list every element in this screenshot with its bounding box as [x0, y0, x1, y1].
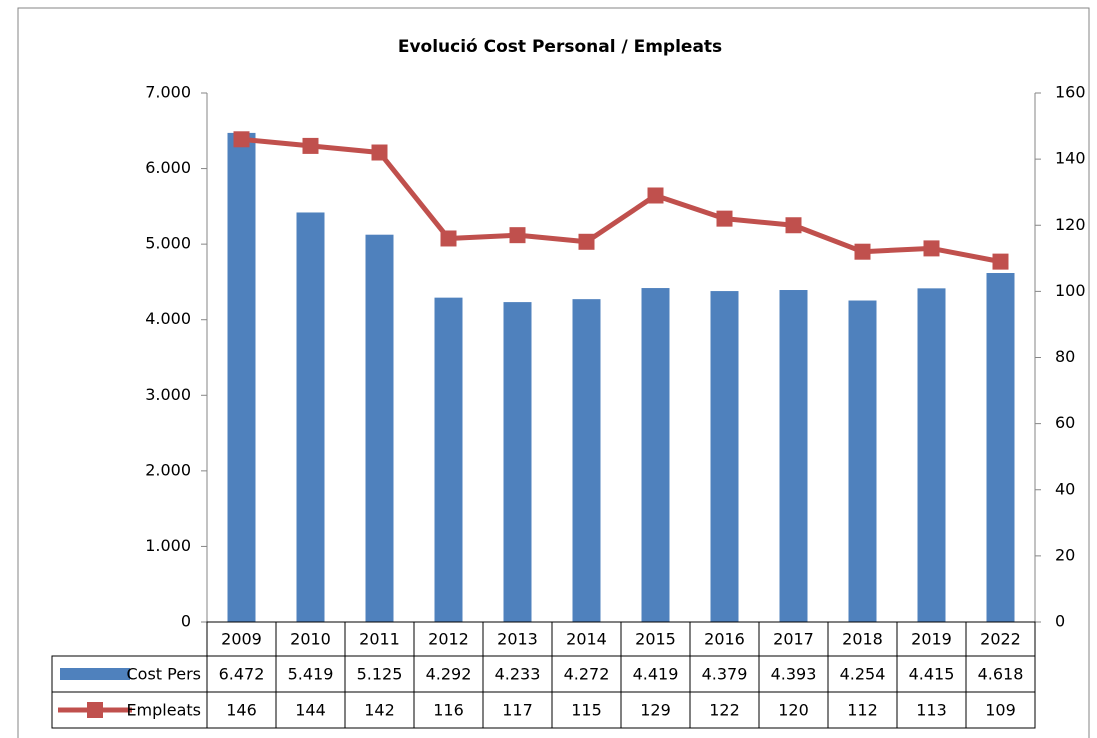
table-value: 122	[709, 701, 740, 720]
y-tick-label: 7.000	[145, 83, 191, 102]
table-value: 4.618	[978, 665, 1024, 684]
y-tick-label: 1.000	[145, 536, 191, 555]
y2-tick-label: 120	[1055, 215, 1086, 234]
y2-tick-label: 0	[1055, 612, 1065, 631]
x-tick-label: 2011	[359, 630, 400, 649]
y-tick-label: 2.000	[145, 460, 191, 479]
bar	[572, 299, 601, 622]
bar	[434, 297, 463, 622]
x-tick-label: 2015	[635, 630, 676, 649]
table-value: 4.419	[633, 665, 679, 684]
marker	[509, 227, 526, 244]
y-tick-label: 4.000	[145, 309, 191, 328]
table-value: 112	[847, 701, 878, 720]
x-tick-label: 2010	[290, 630, 331, 649]
bar	[227, 132, 256, 622]
x-tick-label: 2013	[497, 630, 538, 649]
x-tick-label: 2009	[221, 630, 262, 649]
bar	[986, 273, 1015, 622]
y2-tick-label: 100	[1055, 281, 1086, 300]
x-tick-label: 2018	[842, 630, 883, 649]
marker	[302, 137, 319, 154]
y2-tick-label: 40	[1055, 479, 1075, 498]
y-tick-label: 0	[181, 612, 191, 631]
table-cell	[51, 691, 208, 729]
table-value: 146	[226, 701, 257, 720]
marker	[923, 240, 940, 257]
y-tick-label: 5.000	[145, 234, 191, 253]
chart-title: Evolució Cost Personal / Empleats	[398, 37, 722, 57]
bar	[503, 302, 532, 622]
chart-frame	[17, 7, 1090, 738]
y2-tick-label: 80	[1055, 347, 1075, 366]
bar	[365, 234, 394, 623]
table-value: 4.415	[909, 665, 955, 684]
table-value: 129	[640, 701, 671, 720]
bar	[848, 300, 877, 622]
legend-marker	[87, 702, 103, 718]
table-value: 4.272	[564, 665, 610, 684]
table-value: 4.379	[702, 665, 748, 684]
table-value: 117	[502, 701, 533, 720]
bar	[641, 288, 670, 622]
y-tick-label: 3.000	[145, 385, 191, 404]
table-cell	[965, 691, 1036, 729]
table-value: 113	[916, 701, 947, 720]
y2-tick-label: 20	[1055, 545, 1075, 564]
table-value: 6.472	[219, 665, 265, 684]
marker	[785, 217, 802, 234]
table-value: 142	[364, 701, 395, 720]
table-value: 4.233	[495, 665, 541, 684]
marker	[578, 233, 595, 250]
marker	[647, 187, 664, 204]
marker	[440, 230, 457, 247]
x-tick-label: 2016	[704, 630, 745, 649]
table-value: 4.393	[771, 665, 817, 684]
table-value: 5.125	[357, 665, 403, 684]
marker	[992, 253, 1009, 270]
x-tick-label: 2014	[566, 630, 607, 649]
table-value: 115	[571, 701, 602, 720]
line	[241, 136, 1001, 265]
table-value: 109	[985, 701, 1016, 720]
table-value: 116	[433, 701, 464, 720]
marker	[233, 131, 250, 148]
x-tick-label: 2019	[911, 630, 952, 649]
legend-label: Empleats	[126, 701, 201, 720]
x-tick-label: 2017	[773, 630, 814, 649]
table-value: 5.419	[288, 665, 334, 684]
y2-tick-label: 160	[1055, 83, 1086, 102]
bar	[779, 290, 808, 622]
y2-tick-label: 140	[1055, 149, 1086, 168]
legend-key	[60, 668, 130, 680]
marker	[854, 243, 871, 260]
marker	[371, 144, 388, 161]
x-tick-label: 2022	[980, 630, 1021, 649]
bar	[917, 288, 946, 622]
bar	[296, 212, 325, 622]
bar	[710, 291, 739, 622]
table-value: 144	[295, 701, 326, 720]
x-tick-label: 2012	[428, 630, 469, 649]
table-value: 4.254	[840, 665, 886, 684]
legend-label: Cost Pers	[127, 665, 202, 684]
y-tick-label: 6.000	[145, 158, 191, 177]
table-value: 4.292	[426, 665, 472, 684]
y2-tick-label: 60	[1055, 413, 1075, 432]
marker	[716, 210, 733, 227]
table-value: 120	[778, 701, 809, 720]
